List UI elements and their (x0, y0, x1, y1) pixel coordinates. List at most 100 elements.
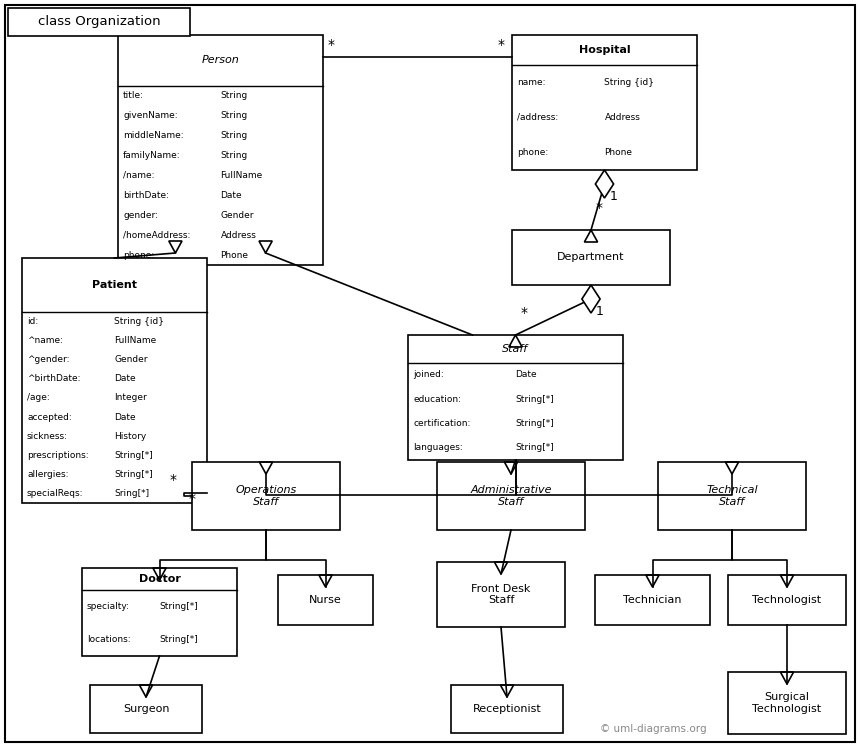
Text: *: * (498, 38, 505, 52)
Text: String: String (220, 131, 248, 140)
Text: Integer: Integer (114, 394, 147, 403)
Text: String: String (220, 111, 248, 120)
Text: String[*]: String[*] (114, 470, 153, 479)
Text: /age:: /age: (27, 394, 50, 403)
Text: FullName: FullName (114, 336, 157, 345)
Text: accepted:: accepted: (27, 412, 71, 421)
FancyBboxPatch shape (90, 685, 202, 733)
Text: /address:: /address: (517, 113, 558, 122)
Polygon shape (582, 285, 600, 313)
Text: Staff: Staff (502, 344, 529, 354)
Text: String {id}: String {id} (114, 317, 164, 326)
Text: String[*]: String[*] (515, 419, 554, 428)
Text: String[*]: String[*] (159, 635, 199, 644)
Text: Person: Person (201, 55, 239, 65)
Text: Patient: Patient (92, 280, 137, 290)
Text: Front Desk
Staff: Front Desk Staff (471, 583, 531, 605)
Text: String[*]: String[*] (515, 443, 554, 453)
Text: /name:: /name: (123, 171, 155, 180)
FancyBboxPatch shape (437, 562, 565, 627)
Text: education:: education: (413, 394, 461, 403)
Text: phone:: phone: (517, 148, 549, 157)
FancyBboxPatch shape (728, 672, 846, 734)
Text: *: * (328, 38, 335, 52)
Text: id:: id: (27, 317, 38, 326)
FancyBboxPatch shape (512, 35, 697, 170)
Text: Gender: Gender (114, 355, 148, 365)
Text: familyName:: familyName: (123, 151, 181, 160)
FancyBboxPatch shape (437, 462, 585, 530)
Polygon shape (595, 170, 613, 198)
Text: Date: Date (114, 374, 136, 383)
Text: Sring[*]: Sring[*] (114, 489, 150, 498)
Text: String {id}: String {id} (605, 78, 654, 87)
Text: Nurse: Nurse (309, 595, 342, 605)
Text: Operations
Staff: Operations Staff (236, 486, 297, 506)
Text: gender:: gender: (123, 211, 158, 220)
Text: 1: 1 (610, 190, 617, 203)
Text: phone:: phone: (123, 250, 154, 259)
Text: locations:: locations: (87, 635, 131, 644)
Text: birthDate:: birthDate: (123, 190, 169, 199)
Text: prescriptions:: prescriptions: (27, 450, 89, 459)
FancyBboxPatch shape (118, 35, 323, 265)
FancyBboxPatch shape (512, 230, 670, 285)
Text: Technologist: Technologist (752, 595, 821, 605)
Text: String: String (220, 151, 248, 160)
Text: certification:: certification: (413, 419, 470, 428)
Text: languages:: languages: (413, 443, 463, 453)
Text: *: * (189, 492, 196, 506)
Text: /homeAddress:: /homeAddress: (123, 231, 190, 240)
Text: Date: Date (220, 190, 243, 199)
FancyBboxPatch shape (658, 462, 806, 530)
FancyBboxPatch shape (408, 335, 623, 460)
Text: name:: name: (517, 78, 545, 87)
Text: middleName:: middleName: (123, 131, 184, 140)
Text: class Organization: class Organization (38, 16, 160, 28)
Text: Administrative
Staff: Administrative Staff (470, 486, 552, 506)
Text: Doctor: Doctor (138, 574, 181, 584)
Text: Surgeon: Surgeon (123, 704, 169, 714)
Text: String[*]: String[*] (159, 602, 199, 611)
Text: Address: Address (220, 231, 256, 240)
Text: allergies:: allergies: (27, 470, 69, 479)
FancyBboxPatch shape (192, 462, 340, 530)
FancyBboxPatch shape (595, 575, 710, 625)
Text: specialReqs:: specialReqs: (27, 489, 83, 498)
Text: Receptionist: Receptionist (473, 704, 542, 714)
Text: Department: Department (557, 252, 624, 262)
Text: FullName: FullName (220, 171, 263, 180)
Text: joined:: joined: (413, 371, 444, 379)
Text: Surgical
Technologist: Surgical Technologist (752, 692, 821, 714)
Text: sickness:: sickness: (27, 432, 68, 441)
Text: String: String (220, 91, 248, 100)
Text: ^name:: ^name: (27, 336, 63, 345)
Text: Hospital: Hospital (579, 45, 630, 55)
Text: © uml-diagrams.org: © uml-diagrams.org (600, 724, 707, 734)
FancyBboxPatch shape (82, 568, 237, 656)
Text: 1: 1 (596, 305, 604, 318)
Text: *: * (170, 473, 177, 487)
FancyBboxPatch shape (8, 8, 190, 36)
Text: ^birthDate:: ^birthDate: (27, 374, 81, 383)
Text: *: * (520, 306, 527, 320)
Text: Date: Date (114, 412, 136, 421)
Text: String[*]: String[*] (114, 450, 153, 459)
Text: Phone: Phone (605, 148, 632, 157)
Text: Technical
Staff: Technical Staff (706, 486, 758, 506)
Text: ^gender:: ^gender: (27, 355, 70, 365)
Text: Phone: Phone (220, 250, 249, 259)
FancyBboxPatch shape (22, 258, 207, 503)
Text: String[*]: String[*] (515, 394, 554, 403)
Text: Technician: Technician (624, 595, 682, 605)
Text: givenName:: givenName: (123, 111, 178, 120)
Text: *: * (596, 201, 603, 215)
Text: History: History (114, 432, 147, 441)
Text: Address: Address (605, 113, 641, 122)
FancyBboxPatch shape (278, 575, 373, 625)
Text: Gender: Gender (220, 211, 254, 220)
FancyBboxPatch shape (451, 685, 563, 733)
FancyBboxPatch shape (728, 575, 846, 625)
Text: specialty:: specialty: (87, 602, 130, 611)
Text: title:: title: (123, 91, 144, 100)
